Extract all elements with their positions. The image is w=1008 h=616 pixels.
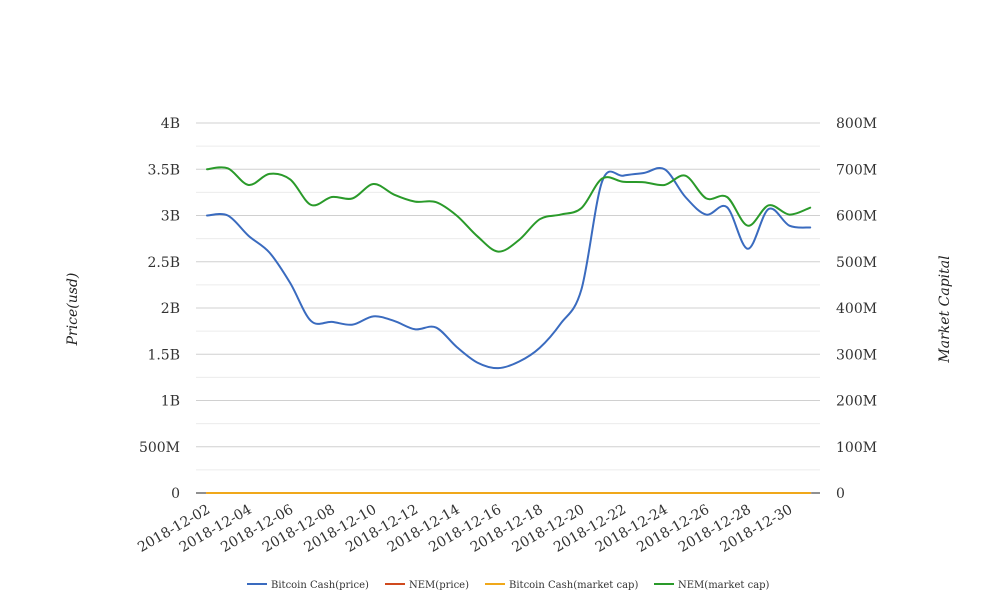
right-tick-label: 300M (836, 347, 877, 363)
series-lines (206, 166, 812, 495)
left-tick-label: 1B (161, 394, 180, 410)
right-tick-label: 400M (836, 301, 877, 317)
right-tick-label: 700M (836, 162, 877, 178)
right-axis-ticks: 0 100M 200M 300M 400M 500M 600M 700M 800M (836, 116, 877, 502)
left-tick-label: 1.5B (147, 347, 180, 363)
left-tick-label: 0 (171, 486, 180, 502)
right-tick-label: 600M (836, 209, 877, 225)
right-tick-label: 100M (836, 440, 877, 456)
right-tick-label: 0 (836, 486, 845, 502)
left-axis-title: Price(usd) (65, 273, 81, 347)
legend-label: NEM(market cap) (678, 580, 770, 591)
left-tick-label: 3.5B (147, 162, 180, 178)
left-tick-label: 2.5B (147, 255, 180, 271)
legend-label: NEM(price) (409, 580, 469, 591)
right-axis-title: Market Capital (937, 255, 953, 363)
legend-label: Bitcoin Cash(price) (271, 580, 369, 591)
left-tick-label: 4B (161, 116, 180, 132)
x-axis-ticks: 2018-12-022018-12-042018-12-062018-12-08… (135, 502, 795, 556)
left-tick-label: 3B (161, 209, 180, 225)
right-tick-label: 200M (836, 394, 877, 410)
legend-label: Bitcoin Cash(market cap) (509, 580, 638, 591)
right-tick-label: 500M (836, 255, 877, 271)
left-tick-label: 500M (139, 440, 180, 456)
gridlines (196, 122, 820, 471)
left-tick-label: 2B (161, 301, 180, 317)
left-axis-ticks: 0 500M 1B 1.5B 2B 2.5B 3B 3.5B 4B (139, 116, 180, 502)
series-line-nem-market-cap (206, 166, 812, 253)
series-line-bitcoin-cash-price (206, 166, 812, 370)
right-tick-label: 800M (836, 116, 877, 132)
legend: Bitcoin Cash(price) NEM(price) Bitcoin Cas… (247, 580, 770, 591)
